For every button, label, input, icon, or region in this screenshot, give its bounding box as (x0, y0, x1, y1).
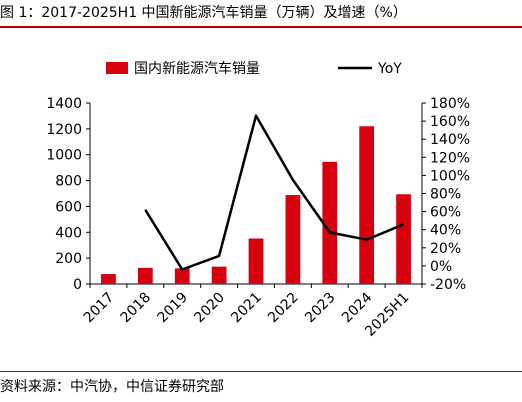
x-tick-label: 2019 (155, 290, 192, 327)
y-right-tick-label: 100% (430, 168, 470, 184)
bar (248, 238, 264, 284)
y-right-tick-label: 60% (430, 205, 461, 221)
x-tick-label: 2018 (118, 290, 155, 327)
title-divider (0, 26, 522, 28)
bar (174, 268, 190, 284)
y-left-tick-label: 0 (73, 277, 82, 293)
y-right-tick-label: 0% (430, 259, 452, 275)
legend-bar-swatch (106, 62, 128, 74)
y-right-tick-label: -20% (430, 277, 466, 293)
bar (211, 266, 227, 284)
y-right-tick-label: 40% (430, 223, 461, 239)
y-right-tick-label: 180% (430, 96, 470, 112)
legend-bar-label: 国内新能源汽车销量 (134, 60, 260, 77)
yoy-line (144, 114, 405, 271)
x-tick-label: 2023 (302, 290, 339, 327)
source-note: 资料来源：中汽协，中信证券研究部 (0, 379, 224, 395)
y-right-tick-label: 20% (430, 241, 461, 257)
y-left-tick-label: 800 (55, 174, 82, 190)
y-right-tick-label: 160% (430, 114, 470, 130)
bar (322, 161, 338, 284)
source-divider (0, 371, 522, 372)
x-tick-label: 2020 (191, 290, 228, 327)
yoy-line-series (144, 114, 405, 271)
y-right-tick-label: 140% (430, 132, 470, 148)
y-left-tick-label: 600 (55, 199, 82, 215)
legend-line-label: YoY (377, 61, 402, 77)
y-right-tick-label: 80% (430, 187, 461, 203)
bar-series (101, 126, 411, 285)
y-left-tick-label: 400 (55, 225, 82, 241)
chart: 国内新能源汽车销量 YoY 0 200 400 600 800 1000 1200 1400 -… (46, 60, 470, 340)
y-left-tick-label: 1400 (46, 96, 82, 112)
bar (359, 126, 375, 285)
y-left-tick-label: 1200 (46, 122, 82, 138)
y-right-tick-label: 120% (430, 150, 470, 166)
bar (101, 274, 116, 284)
y-left-tick-label: 1000 (46, 148, 82, 164)
bar (137, 267, 153, 284)
bar (285, 195, 301, 284)
bar (396, 194, 411, 284)
figure-title: 图 1：2017-2025H1 中国新能源汽车销量（万辆）及增速（%） (0, 5, 407, 21)
x-tick-label: 2017 (81, 290, 118, 327)
y-left-tick-label: 200 (55, 251, 82, 267)
x-tick-label: 2021 (228, 290, 265, 327)
x-tick-label: 2022 (265, 290, 302, 327)
legend: 国内新能源汽车销量 YoY (106, 60, 402, 77)
